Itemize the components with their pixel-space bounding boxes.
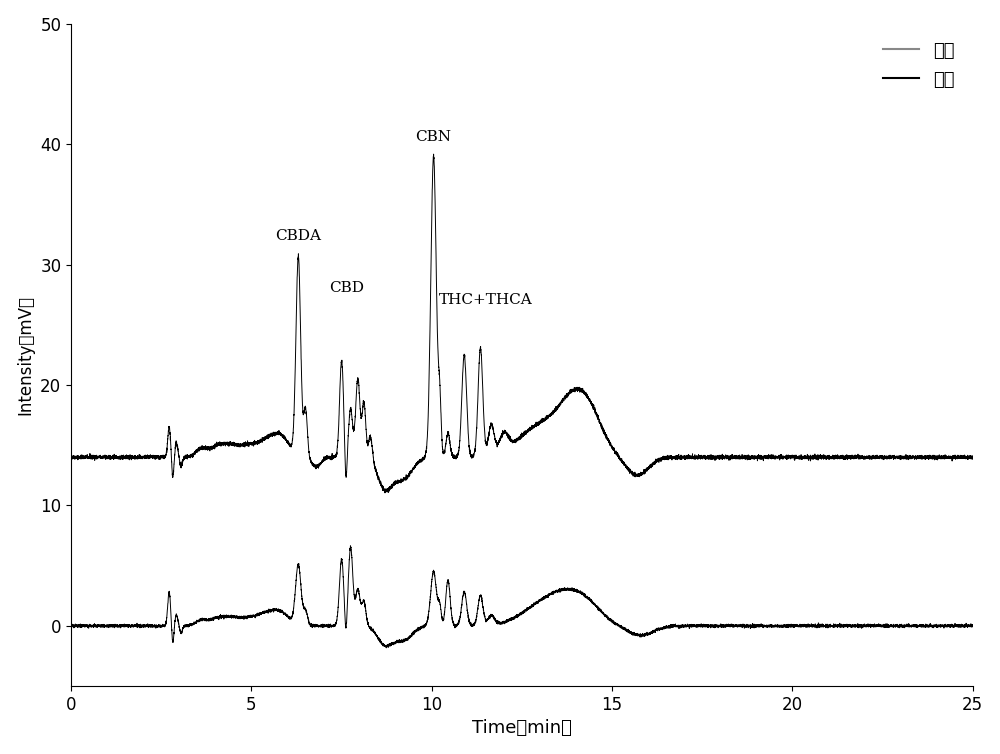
Text: CBDA: CBDA	[275, 229, 321, 243]
Y-axis label: Intensity（mV）: Intensity（mV）	[17, 295, 35, 415]
X-axis label: Time（min）: Time（min）	[472, 719, 572, 737]
Legend: 加标, 本底: 加标, 本底	[874, 32, 964, 97]
Text: CBD: CBD	[329, 280, 364, 295]
Text: THC+THCA: THC+THCA	[439, 293, 533, 307]
Text: CBN: CBN	[416, 130, 452, 144]
